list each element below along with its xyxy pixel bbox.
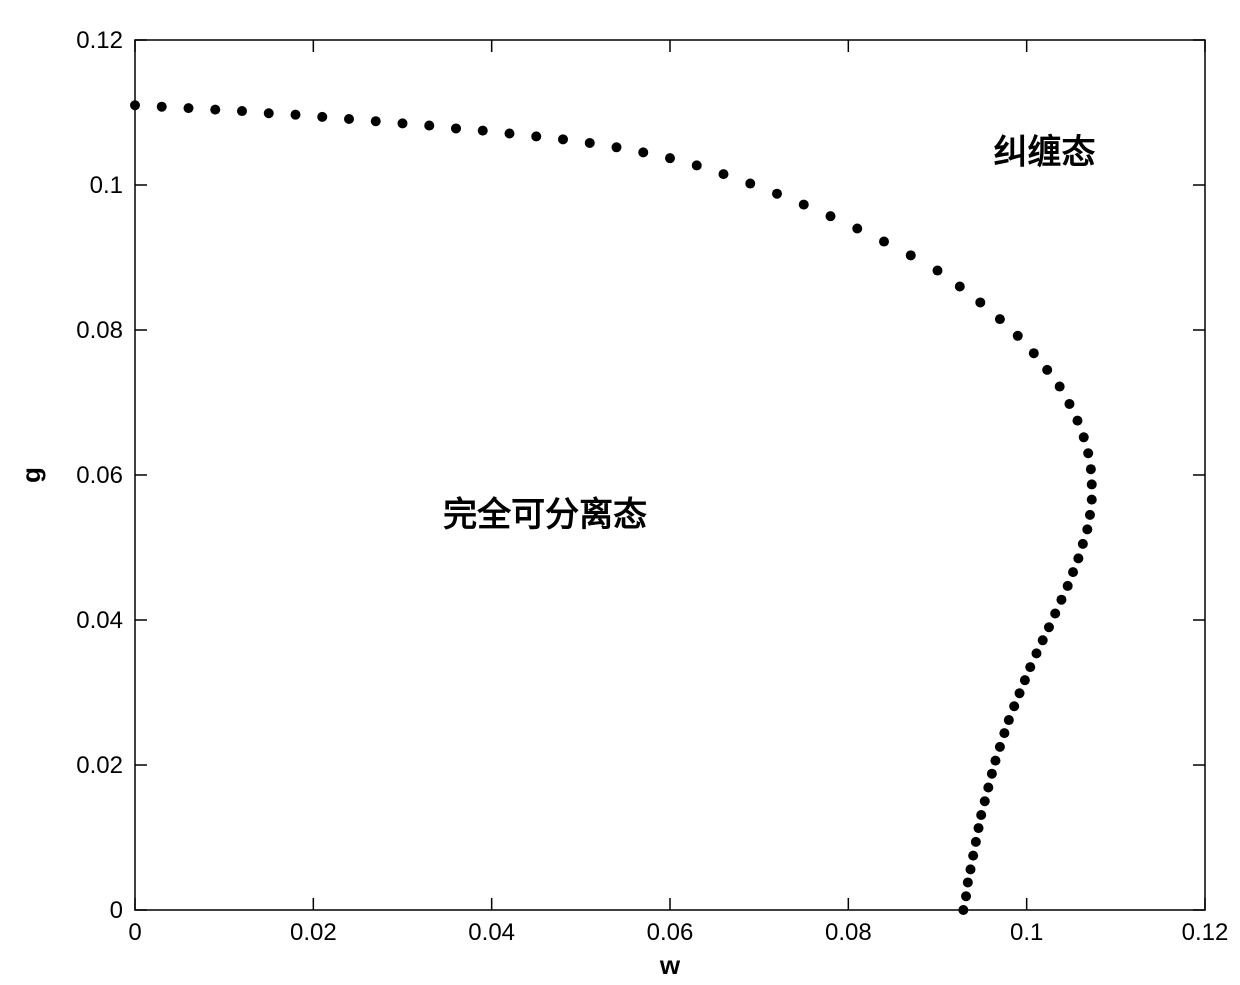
xtick-label: 0.1 xyxy=(1010,919,1043,946)
data-point xyxy=(1044,622,1054,632)
ytick-label: 0.08 xyxy=(76,317,123,344)
ytick-label: 0 xyxy=(110,897,123,924)
ytick-label: 0.06 xyxy=(76,462,123,489)
region-label: 纠缠态 xyxy=(994,132,1096,171)
data-point xyxy=(933,266,943,276)
data-point xyxy=(963,877,973,887)
data-point xyxy=(1042,365,1052,375)
data-point xyxy=(344,114,354,124)
data-point xyxy=(1063,581,1073,591)
data-point xyxy=(665,153,675,163)
data-point xyxy=(999,728,1009,738)
data-point xyxy=(1079,432,1089,442)
x-axis-label: w xyxy=(659,950,681,980)
data-point xyxy=(1013,331,1023,341)
data-point xyxy=(1056,595,1066,605)
data-point xyxy=(612,142,622,152)
data-point xyxy=(692,160,702,170)
data-point xyxy=(990,756,1000,766)
data-point xyxy=(210,105,220,115)
data-point xyxy=(983,782,993,792)
data-point xyxy=(1004,715,1014,725)
data-point xyxy=(968,851,978,861)
data-point xyxy=(745,179,755,189)
data-point xyxy=(995,742,1005,752)
chart-svg: 0 0.02 0.04 0.06 0.08 0.1 0.12 0 0.02 0.04 0.06 0.0… xyxy=(0,0,1240,985)
xtick-label: 0.06 xyxy=(647,919,694,946)
data-point xyxy=(1087,479,1097,489)
data-point xyxy=(852,224,862,234)
data-point xyxy=(1082,524,1092,534)
data-point xyxy=(1086,464,1096,474)
data-point xyxy=(955,282,965,292)
ytick-label: 0.02 xyxy=(76,752,123,779)
xtick-label: 0 xyxy=(128,919,141,946)
xtick-label: 0.04 xyxy=(468,919,515,946)
data-point xyxy=(1073,553,1083,563)
data-point xyxy=(424,121,434,131)
data-point xyxy=(638,147,648,157)
data-point xyxy=(1068,567,1078,577)
y-axis-label: g xyxy=(16,467,46,483)
data-point xyxy=(1064,399,1074,409)
data-point xyxy=(772,189,782,199)
data-point xyxy=(961,891,971,901)
data-point xyxy=(317,112,327,122)
data-point xyxy=(1083,448,1093,458)
data-point xyxy=(1031,648,1041,658)
data-point xyxy=(879,237,889,247)
ytick-label: 0.1 xyxy=(90,172,123,199)
data-point xyxy=(1055,382,1065,392)
data-point xyxy=(976,810,986,820)
data-point xyxy=(184,103,194,113)
data-point xyxy=(157,102,167,112)
data-point xyxy=(1015,688,1025,698)
ytick-label: 0.04 xyxy=(76,607,123,634)
data-point xyxy=(237,106,247,116)
data-point xyxy=(558,134,568,144)
data-point xyxy=(371,116,381,126)
data-point xyxy=(585,138,595,148)
data-point xyxy=(958,905,968,915)
data-point xyxy=(799,200,809,210)
xtick-label: 0.02 xyxy=(290,919,337,946)
data-point xyxy=(264,108,274,118)
ytick-label: 0.12 xyxy=(76,27,123,54)
data-point xyxy=(965,864,975,874)
data-point xyxy=(1078,539,1088,549)
data-point xyxy=(719,169,729,179)
data-point xyxy=(1085,510,1095,520)
xtick-label: 0.12 xyxy=(1182,919,1229,946)
data-point xyxy=(1072,416,1082,426)
data-point xyxy=(451,123,461,133)
data-point xyxy=(1025,662,1035,672)
data-point xyxy=(971,837,981,847)
data-point xyxy=(130,100,140,110)
data-point xyxy=(478,126,488,136)
data-point xyxy=(1029,348,1039,358)
data-point xyxy=(987,769,997,779)
data-point xyxy=(1020,675,1030,685)
data-point xyxy=(1050,608,1060,618)
data-point xyxy=(974,823,984,833)
data-point xyxy=(505,129,515,139)
data-point xyxy=(1087,495,1097,505)
data-point xyxy=(398,118,408,128)
xtick-label: 0.08 xyxy=(825,919,872,946)
region-label: 完全可分离态 xyxy=(443,495,647,534)
data-point xyxy=(975,297,985,307)
data-point xyxy=(980,796,990,806)
data-point xyxy=(291,110,301,120)
data-point xyxy=(531,131,541,141)
data-point xyxy=(995,314,1005,324)
data-point xyxy=(1038,635,1048,645)
data-point xyxy=(906,250,916,260)
chart-container: 0 0.02 0.04 0.06 0.08 0.1 0.12 0 0.02 0.04 0.06 0.0… xyxy=(0,0,1240,985)
data-point xyxy=(1009,701,1019,711)
data-point xyxy=(826,211,836,221)
